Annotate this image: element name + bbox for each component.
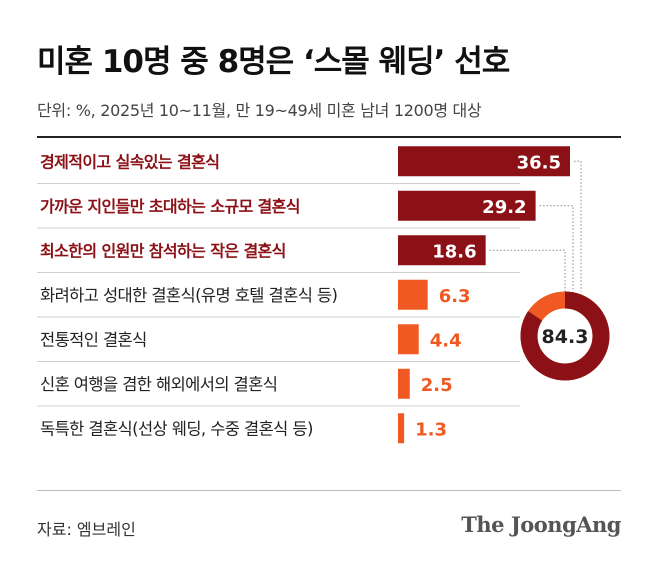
value-label: 2.5 (421, 375, 453, 396)
category-label: 신혼 여행을 겸한 해외에서의 결혼식 (40, 375, 277, 394)
category-label: 최소한의 인원만 참석하는 작은 결혼식 (40, 241, 286, 260)
donut-segment (520, 291, 610, 381)
bottom-divider (37, 490, 621, 491)
value-label: 36.5 (517, 152, 561, 173)
source-note: 자료: 엠브레인 (37, 520, 136, 539)
publisher-logo: The JoongAng (461, 512, 621, 537)
value-label: 6.3 (439, 286, 471, 307)
value-label: 1.3 (415, 419, 447, 440)
bar (398, 368, 410, 399)
connector-line (574, 160, 582, 292)
category-label: 화려하고 성대한 결혼식(유명 호텔 결혼식 등) (40, 286, 338, 305)
value-label: 29.2 (482, 197, 526, 218)
chart-subtitle: 단위: %, 2025년 10~11월, 만 19~49세 미혼 남녀 1200… (37, 101, 482, 120)
page-title: 미혼 10명 중 8명은 ‘스몰 웨딩’ 선호 (37, 44, 510, 80)
bar (398, 279, 428, 310)
donut-label: 84.3 (542, 326, 589, 348)
bar (398, 190, 536, 221)
category-label: 독특한 결혼식(선상 웨딩, 수중 결혼식 등) (40, 419, 313, 438)
category-label: 가까운 지인들만 초대하는 소규모 결혼식 (40, 197, 300, 216)
bar (398, 413, 405, 444)
bar (398, 235, 486, 266)
category-label: 경제적이고 실속있는 결혼식 (40, 152, 219, 171)
bar (398, 146, 570, 177)
top-divider (37, 136, 621, 138)
bar (398, 324, 419, 355)
value-label: 18.6 (432, 241, 476, 262)
category-label: 전통적인 결혼식 (40, 330, 147, 349)
connector-line (489, 249, 566, 292)
connector-line (539, 205, 574, 292)
value-label: 4.4 (430, 330, 462, 351)
